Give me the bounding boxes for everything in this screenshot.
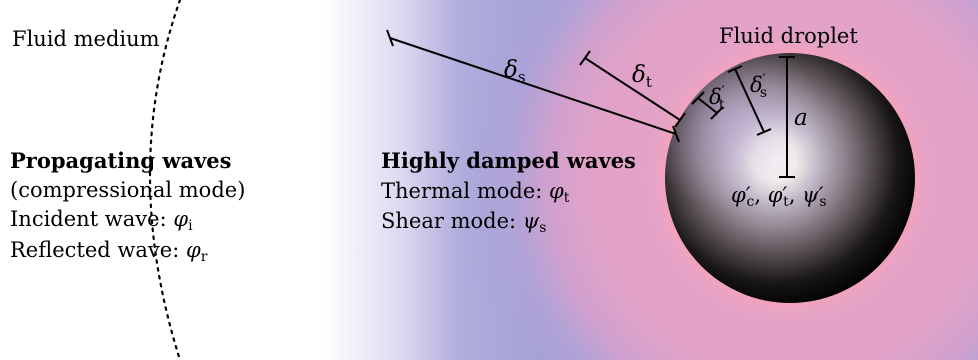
compressional-mode-label: (compressional mode) [10, 178, 245, 202]
delta-s-bar [386, 29, 680, 143]
radius-bar [779, 56, 795, 178]
propagating-waves-title: Propagating waves [10, 148, 231, 173]
delta-s-prime-label: δ′ s [750, 72, 767, 101]
damped-waves-title: Highly damped waves [381, 148, 636, 173]
reflected-wave-label: Reflected wave: φr [10, 238, 208, 265]
incident-wave-label: Incident wave: φi [10, 207, 193, 234]
radius-label: a [794, 105, 808, 131]
delta-s-label: δs [504, 57, 526, 86]
fluid-droplet-label: Fluid droplet [719, 24, 858, 48]
droplet-fields-label: φ′c, φ′t, ψ′s [731, 183, 827, 210]
delta-s-prime-bar [727, 65, 772, 136]
delta-t-label: δt [632, 62, 652, 91]
shear-mode-label: Shear mode: ψs [381, 209, 546, 236]
delta-t-prime-label: δ′ t [709, 84, 725, 113]
fluid-medium-label: Fluid medium [12, 27, 160, 51]
thermal-mode-label: Thermal mode: φt [381, 179, 570, 206]
delta-t-prime-bar [691, 91, 724, 120]
delta-t-bar [579, 50, 686, 128]
propagating-wavefront [148, 0, 182, 360]
